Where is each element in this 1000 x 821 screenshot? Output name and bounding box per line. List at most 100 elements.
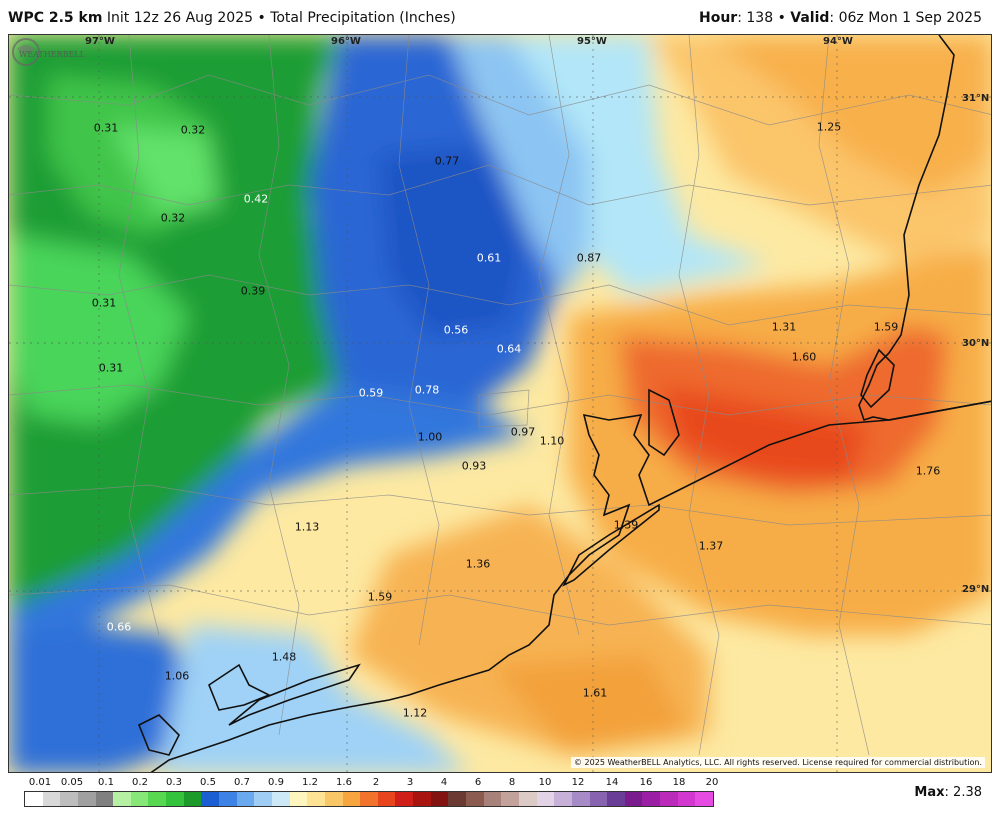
legend-label: 4 — [440, 777, 448, 788]
legend-swatch — [607, 792, 625, 806]
precip-value: 1.59 — [367, 590, 393, 604]
precip-value: 0.77 — [434, 154, 460, 168]
init-time: Init 12z 26 Aug 2025 — [106, 10, 254, 26]
legend-swatch — [483, 792, 502, 806]
legend-label: 0.5 — [200, 777, 216, 788]
legend-label: 2 — [372, 777, 380, 788]
product-name: Total Precipitation (Inches) — [270, 10, 456, 26]
precip-value: 0.64 — [496, 342, 522, 356]
precip-value: 1.59 — [873, 320, 899, 334]
precip-value: 0.93 — [461, 459, 487, 473]
precip-value: 0.32 — [160, 211, 186, 225]
precip-value: 1.13 — [294, 520, 320, 534]
precip-value: 0.61 — [476, 251, 502, 265]
max-number: : 2.38 — [944, 785, 982, 800]
precip-value: 0.66 — [106, 620, 132, 634]
legend-swatch — [642, 792, 661, 806]
legend-label: 14 — [605, 777, 619, 788]
precip-value: 1.48 — [271, 650, 297, 664]
legend-swatch — [236, 792, 255, 806]
valid-value: : 06z Mon 1 Sep 2025 — [829, 10, 982, 26]
precip-value: 1.36 — [465, 557, 491, 571]
precip-value: 1.37 — [698, 539, 724, 553]
header-bar: WPC 2.5 km Init 12z 26 Aug 2025 • Total … — [0, 0, 1000, 34]
copyright-notice: © 2025 WeatherBELL Analytics, LLC. All r… — [571, 757, 985, 768]
legend-swatch — [624, 792, 643, 806]
precipitation-map[interactable]: 97°W 96°W 95°W 94°W 31°N 30°N 29°N 0.31 … — [8, 34, 992, 773]
precip-value: 1.25 — [816, 120, 842, 134]
legend-swatch — [324, 792, 343, 806]
legend-swatch — [60, 792, 78, 806]
legend-swatch — [395, 792, 414, 806]
legend-swatch — [518, 792, 537, 806]
precip-value: 0.39 — [240, 284, 266, 298]
legend-swatch — [254, 792, 272, 806]
lat-label: 29°N — [962, 584, 990, 595]
legend-label: 3 — [406, 777, 414, 788]
lon-label: 95°W — [577, 36, 607, 47]
legend-label: 0.1 — [98, 777, 114, 788]
legend-swatch — [660, 792, 678, 806]
precip-value: 1.76 — [915, 464, 941, 478]
legend-swatch — [554, 792, 572, 806]
svg-text:WEATHERBELL: WEATHERBELL — [19, 50, 86, 59]
precip-value: 0.31 — [91, 296, 117, 310]
legend-label: 0.01 — [28, 777, 52, 788]
hour-label: Hour — [699, 10, 738, 26]
legend-swatch — [589, 792, 608, 806]
legend-swatch — [307, 792, 325, 806]
precip-value: 0.42 — [243, 192, 269, 206]
model-name: WPC 2.5 km — [8, 10, 103, 26]
legend-label: 20 — [705, 777, 719, 788]
legend-swatch — [677, 792, 696, 806]
legend-swatch — [377, 792, 396, 806]
legend-swatch — [360, 792, 378, 806]
legend-label: 8 — [508, 777, 516, 788]
legend-swatch — [501, 792, 519, 806]
precip-value: 0.97 — [510, 425, 536, 439]
legend-label: 6 — [474, 777, 482, 788]
legend-label: 0.7 — [234, 777, 250, 788]
legend-color-bar — [24, 791, 714, 807]
legend-swatch — [166, 792, 184, 806]
legend-label: 12 — [571, 777, 585, 788]
legend-swatch — [536, 792, 555, 806]
max-label: Max — [914, 785, 945, 800]
precip-value: 0.31 — [93, 121, 119, 135]
precip-value: 1.39 — [613, 518, 639, 532]
legend-swatch — [113, 792, 131, 806]
map-shading — [9, 35, 991, 772]
legend-label: 0.05 — [60, 777, 84, 788]
precip-value: 1.60 — [791, 350, 817, 364]
precip-value: 0.32 — [180, 123, 206, 137]
precip-value: 0.56 — [443, 323, 469, 337]
separator: • — [257, 10, 266, 26]
legend-swatch — [413, 792, 431, 806]
precip-value: 0.59 — [358, 386, 384, 400]
legend-swatch — [695, 792, 713, 806]
lon-label: 94°W — [823, 36, 853, 47]
legend-label: 18 — [672, 777, 686, 788]
legend-swatch — [148, 792, 167, 806]
precip-value: 0.31 — [98, 361, 124, 375]
lon-label: 96°W — [331, 36, 361, 47]
max-value: Max: 2.38 — [914, 785, 982, 800]
legend-swatch — [219, 792, 237, 806]
weatherbell-logo-icon: WEATHERBELL — [12, 38, 86, 66]
legend-swatch — [130, 792, 149, 806]
header-title: WPC 2.5 km Init 12z 26 Aug 2025 • Total … — [8, 10, 456, 26]
legend-swatch — [466, 792, 484, 806]
lat-label: 31°N — [962, 93, 990, 104]
lon-label: 97°W — [85, 36, 115, 47]
legend-label: 16 — [639, 777, 653, 788]
legend-swatch — [430, 792, 449, 806]
legend-swatch — [42, 792, 61, 806]
lat-label: 30°N — [962, 338, 990, 349]
legend-swatch — [95, 792, 114, 806]
precip-value: 1.12 — [402, 706, 428, 720]
legend-swatch — [25, 792, 43, 806]
precip-value: 0.87 — [576, 251, 602, 265]
hour-value: : 138 — [737, 10, 774, 26]
precip-value: 1.00 — [417, 430, 443, 444]
legend-swatch — [571, 792, 590, 806]
